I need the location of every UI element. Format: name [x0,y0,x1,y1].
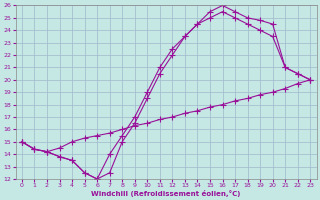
X-axis label: Windchill (Refroidissement éolien,°C): Windchill (Refroidissement éolien,°C) [92,190,241,197]
